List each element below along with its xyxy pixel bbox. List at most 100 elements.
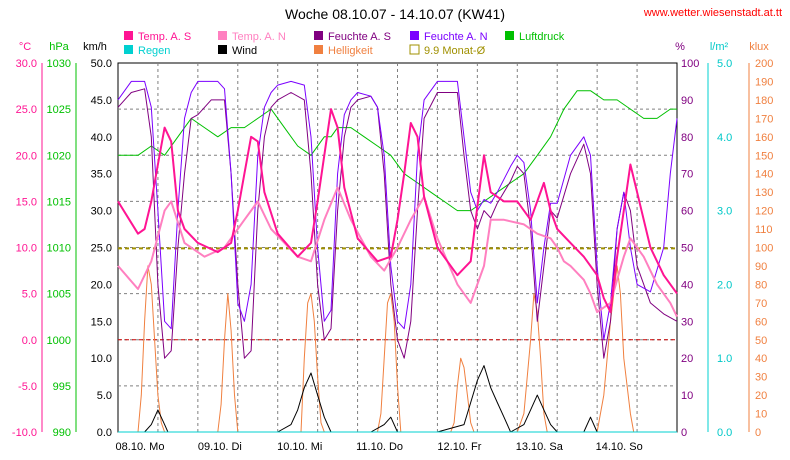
y-axis-unit-temp: °C xyxy=(19,41,31,53)
y-tick-label-light: 80 xyxy=(755,279,767,291)
y-tick-label-pressure: 1020 xyxy=(47,150,71,162)
y-tick-label-light: 110 xyxy=(755,224,773,236)
y-tick-label-rain: 2.0 xyxy=(717,279,732,291)
y-axis-unit-wind: km/h xyxy=(83,41,107,53)
y-tick-label-wind: 40.0 xyxy=(91,132,112,144)
series-line-feuchte_s xyxy=(117,88,678,359)
legend-swatch-monat xyxy=(409,44,420,55)
y-tick-label-light: 120 xyxy=(755,206,773,218)
y-tick-label-light: 90 xyxy=(755,261,767,273)
y-axis-unit-light: klux xyxy=(749,41,769,53)
chart-title: Woche 08.10.07 - 14.10.07 (KW41) xyxy=(285,6,505,22)
y-tick-label-temp: 0.0 xyxy=(22,335,37,347)
y-tick-label-light: 200 xyxy=(755,58,773,70)
y-tick-label-light: 20 xyxy=(755,390,767,402)
legend-label-luftdruck: Luftdruck xyxy=(519,31,565,43)
y-tick-label-wind: 25.0 xyxy=(91,243,112,255)
y-tick-label-light: 160 xyxy=(755,132,773,144)
y-tick-label-temp: 5.0 xyxy=(22,289,37,301)
site-link[interactable]: www.wetter.wiesenstadt.at.tt xyxy=(643,7,782,19)
y-tick-label-light: 100 xyxy=(755,243,773,255)
legend-swatch-helligkeit xyxy=(314,45,323,54)
y-tick-label-pressure: 1025 xyxy=(47,104,71,116)
y-tick-label-humidity: 30 xyxy=(681,316,693,328)
y-tick-label-wind: 5.0 xyxy=(97,390,112,402)
y-tick-label-wind: 45.0 xyxy=(91,95,112,107)
y-tick-label-light: 130 xyxy=(755,187,773,199)
y-tick-label-wind: 0.0 xyxy=(97,427,112,439)
y-tick-label-wind: 10.0 xyxy=(91,353,112,365)
y-tick-label-wind: 15.0 xyxy=(91,316,112,328)
series-layer xyxy=(117,80,678,433)
y-tick-label-humidity: 10 xyxy=(681,390,693,402)
y-tick-label-light: 30 xyxy=(755,372,767,384)
y-tick-label-humidity: 80 xyxy=(681,132,693,144)
y-tick-label-pressure: 1015 xyxy=(47,196,71,208)
y-tick-label-light: 190 xyxy=(755,76,773,88)
legend-label-temp_n: Temp. A. N xyxy=(232,31,286,43)
legend-label-helligkeit: Helligkeit xyxy=(328,45,373,57)
y-tick-label-humidity: 20 xyxy=(681,353,693,365)
x-axis-ticks: 08.10. Mo 09.10. Di 10.10. Mi 11.10. Do 12.1… xyxy=(116,441,643,453)
y-tick-label-light: 40 xyxy=(755,353,767,365)
y-tick-label-humidity: 0 xyxy=(681,427,687,439)
y-tick-label-wind: 35.0 xyxy=(91,169,112,181)
x-tick-label: 12.10. Fr xyxy=(437,441,481,453)
y-tick-label-humidity: 100 xyxy=(681,58,699,70)
legend-swatch-wind xyxy=(218,45,227,54)
x-tick-label: 10.10. Mi xyxy=(277,441,322,453)
axes: -10.0 -5.0 0.0 5.0 10.0 15.0 20.0 25.0 30.0 °C 990… xyxy=(12,41,773,439)
y-tick-label-pressure: 1030 xyxy=(47,58,71,70)
x-tick-label: 11.10. Do xyxy=(356,441,403,453)
y-tick-label-humidity: 40 xyxy=(681,279,693,291)
y-tick-label-temp: 10.0 xyxy=(16,243,37,255)
x-tick-label: 09.10. Di xyxy=(198,441,242,453)
y-tick-label-temp: 15.0 xyxy=(16,196,37,208)
y-axis-unit-pressure: hPa xyxy=(49,41,69,53)
y-tick-label-pressure: 995 xyxy=(53,381,71,393)
y-axis-unit-humidity: % xyxy=(675,41,685,53)
legend: Temp. A. S Temp. A. N Feuchte A. S Feuchte … xyxy=(124,31,565,57)
y-tick-label-light: 60 xyxy=(755,316,767,328)
y-tick-label-temp: 25.0 xyxy=(16,104,37,116)
y-tick-label-light: 150 xyxy=(755,150,773,162)
series-line-luftdruck xyxy=(118,90,677,212)
y-tick-label-light: 180 xyxy=(755,95,773,107)
legend-swatch-regen xyxy=(124,45,133,54)
y-axis-unit-rain: l/m² xyxy=(710,41,729,53)
legend-label-monat: 9.9 Monat-Ø xyxy=(424,45,486,57)
y-tick-label-rain: 4.0 xyxy=(717,132,732,144)
legend-swatch-feuchte_n xyxy=(410,31,419,40)
y-tick-label-wind: 20.0 xyxy=(91,279,112,291)
y-tick-label-temp: 20.0 xyxy=(16,150,37,162)
series-line-feuchte_n xyxy=(117,80,678,341)
y-tick-label-pressure: 1005 xyxy=(47,289,71,301)
legend-swatch-temp_s xyxy=(124,31,133,40)
y-tick-label-light: 70 xyxy=(755,298,767,310)
y-tick-label-wind: 50.0 xyxy=(91,58,112,70)
legend-label-regen: Regen xyxy=(138,45,170,57)
legend-label-feuchte_n: Feuchte A. N xyxy=(424,31,488,43)
y-tick-label-humidity: 90 xyxy=(681,95,693,107)
y-tick-label-light: 50 xyxy=(755,335,767,347)
y-tick-label-rain: 5.0 xyxy=(717,58,732,70)
y-tick-label-light: 0 xyxy=(755,427,761,439)
y-tick-label-temp: -10.0 xyxy=(12,427,37,439)
y-tick-label-light: 170 xyxy=(755,113,773,125)
legend-label-temp_s: Temp. A. S xyxy=(138,31,191,43)
x-tick-label: 08.10. Mo xyxy=(116,441,165,453)
x-tick-label: 13.10. Sa xyxy=(516,441,564,453)
y-tick-label-wind: 30.0 xyxy=(91,206,112,218)
y-tick-label-humidity: 70 xyxy=(681,169,693,181)
y-tick-label-temp: 30.0 xyxy=(16,58,37,70)
y-tick-label-humidity: 60 xyxy=(681,206,693,218)
legend-swatch-temp_n xyxy=(218,31,227,40)
y-tick-label-rain: 0.0 xyxy=(717,427,732,439)
y-tick-label-light: 140 xyxy=(755,169,773,181)
legend-swatch-luftdruck xyxy=(505,31,514,40)
legend-swatch-feuchte_s xyxy=(314,31,323,40)
legend-label-wind: Wind xyxy=(232,45,257,57)
y-tick-label-rain: 3.0 xyxy=(717,206,732,218)
y-tick-label-light: 10 xyxy=(755,409,767,421)
